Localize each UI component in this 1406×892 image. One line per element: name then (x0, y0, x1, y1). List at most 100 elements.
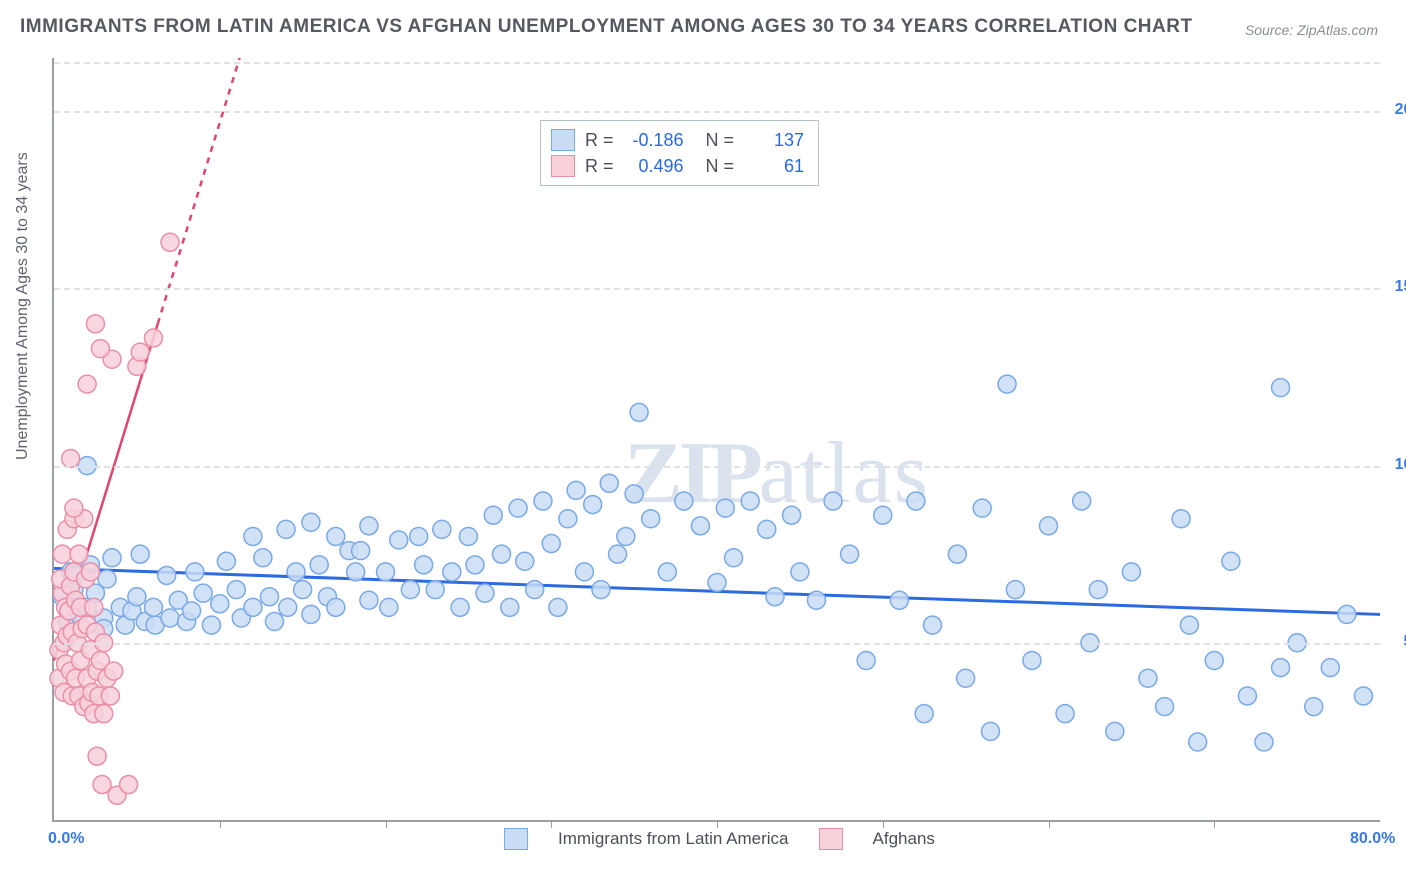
data-point (287, 563, 305, 581)
data-point (998, 375, 1016, 393)
data-point (161, 609, 179, 627)
data-point (98, 570, 116, 588)
data-point (1056, 705, 1074, 723)
data-point (791, 563, 809, 581)
y-tick-label: 20.0% (1385, 101, 1406, 119)
data-point (81, 563, 99, 581)
data-point (103, 549, 121, 567)
data-point (131, 545, 149, 563)
data-point (1089, 581, 1107, 599)
data-point (617, 527, 635, 545)
stat-value-n: 137 (744, 127, 804, 153)
data-point (948, 545, 966, 563)
data-point (509, 499, 527, 517)
data-point (327, 598, 345, 616)
gridline-h (54, 62, 1380, 64)
data-point (360, 517, 378, 535)
data-point (1073, 492, 1091, 510)
stats-row: R = 0.496 N = 61 (551, 153, 804, 179)
data-point (70, 545, 88, 563)
data-point (476, 584, 494, 602)
legend-bottom: Immigrants from Latin America Afghans (504, 828, 935, 850)
data-point (202, 616, 220, 634)
data-point (260, 588, 278, 606)
gridline-h (54, 466, 1380, 468)
data-point (183, 602, 201, 620)
data-point (105, 662, 123, 680)
data-point (1172, 510, 1190, 528)
data-point (347, 563, 365, 581)
data-point (244, 527, 262, 545)
swatch-icon (551, 129, 575, 151)
swatch-icon (504, 828, 528, 850)
data-point (65, 499, 83, 517)
data-point (807, 591, 825, 609)
data-point (1205, 652, 1223, 670)
stats-box: R = -0.186 N = 137 R = 0.496 N = 61 (540, 120, 819, 186)
data-point (1338, 605, 1356, 623)
data-point (841, 545, 859, 563)
trend-line-dashed (158, 58, 240, 324)
data-point (1023, 652, 1041, 670)
x-tick-minor (883, 820, 884, 828)
data-point (1156, 698, 1174, 716)
data-point (78, 375, 96, 393)
data-point (658, 563, 676, 581)
data-point (380, 598, 398, 616)
data-point (161, 233, 179, 251)
data-point (758, 520, 776, 538)
data-point (824, 492, 842, 510)
data-point (85, 598, 103, 616)
swatch-icon (551, 155, 575, 177)
data-point (981, 722, 999, 740)
stat-value-n: 61 (744, 153, 804, 179)
data-point (559, 510, 577, 528)
y-tick-label: 15.0% (1385, 278, 1406, 296)
data-point (95, 705, 113, 723)
data-point (244, 598, 262, 616)
data-point (390, 531, 408, 549)
data-point (493, 545, 511, 563)
data-point (279, 598, 297, 616)
x-tick-label: 0.0% (48, 830, 84, 848)
data-point (401, 581, 419, 599)
data-point (691, 517, 709, 535)
data-point (857, 652, 875, 670)
data-point (433, 520, 451, 538)
data-point (1189, 733, 1207, 751)
y-tick-label: 10.0% (1385, 456, 1406, 474)
data-point (302, 513, 320, 531)
x-tick-minor (386, 820, 387, 828)
data-point (360, 591, 378, 609)
data-point (915, 705, 933, 723)
data-point (973, 499, 991, 517)
data-point (217, 552, 235, 570)
data-point (534, 492, 552, 510)
data-point (1122, 563, 1140, 581)
data-point (144, 329, 162, 347)
data-point (484, 506, 502, 524)
data-point (254, 549, 272, 567)
data-point (1106, 722, 1124, 740)
data-point (642, 510, 660, 528)
data-point (1040, 517, 1058, 535)
data-point (426, 581, 444, 599)
legend-label: Immigrants from Latin America (558, 829, 789, 849)
data-point (1255, 733, 1273, 751)
x-tick-minor (717, 820, 718, 828)
data-point (227, 581, 245, 599)
data-point (708, 574, 726, 592)
data-point (1006, 581, 1024, 599)
chart-title: IMMIGRANTS FROM LATIN AMERICA VS AFGHAN … (20, 16, 1193, 38)
data-point (377, 563, 395, 581)
data-point (625, 485, 643, 503)
data-point (542, 535, 560, 553)
data-point (1305, 698, 1323, 716)
data-point (466, 556, 484, 574)
stat-label-n: N = (706, 153, 735, 179)
data-point (211, 595, 229, 613)
data-point (443, 563, 461, 581)
data-point (549, 598, 567, 616)
data-point (516, 552, 534, 570)
data-point (53, 545, 71, 563)
